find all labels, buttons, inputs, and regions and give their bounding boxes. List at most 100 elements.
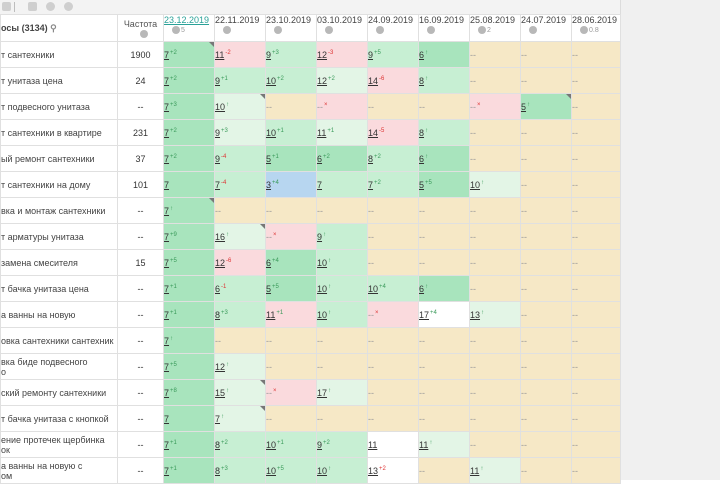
position-value[interactable]: 8 bbox=[215, 309, 221, 320]
position-value[interactable]: 10 bbox=[317, 283, 328, 294]
position-value[interactable]: -- bbox=[215, 205, 222, 216]
position-value[interactable]: -- bbox=[521, 127, 528, 138]
position-value[interactable]: -- bbox=[368, 335, 375, 346]
position-cell[interactable]: 12-3 bbox=[316, 41, 368, 68]
position-cell[interactable]: -- bbox=[520, 171, 572, 198]
date-label[interactable]: 22.11.2019 bbox=[215, 15, 260, 26]
query-cell[interactable]: а ванны на новую bbox=[0, 301, 118, 328]
position-value[interactable]: 11 bbox=[215, 49, 225, 60]
position-value[interactable]: 7 bbox=[164, 49, 170, 60]
position-cell[interactable]: 8+2 bbox=[214, 431, 266, 458]
position-cell[interactable]: -- bbox=[520, 301, 572, 328]
position-value[interactable]: -- bbox=[572, 127, 579, 138]
position-value[interactable]: -- bbox=[266, 387, 273, 398]
grid-icon[interactable] bbox=[28, 2, 37, 11]
position-value[interactable]: -- bbox=[317, 335, 324, 346]
position-value[interactable]: 7 bbox=[164, 387, 170, 398]
position-value[interactable]: -- bbox=[572, 387, 579, 398]
position-cell[interactable]: 6-1 bbox=[214, 275, 266, 302]
position-cell[interactable]: -- bbox=[265, 327, 317, 354]
position-value[interactable]: -- bbox=[572, 439, 579, 450]
query-text[interactable]: вка биде подвесного bbox=[1, 356, 88, 367]
position-cell[interactable]: --× bbox=[316, 93, 368, 120]
position-value[interactable]: 10 bbox=[266, 465, 277, 476]
position-cell[interactable]: -- bbox=[265, 197, 317, 224]
query-text[interactable]: овка сантехники сантехник bbox=[1, 335, 114, 346]
date-label[interactable]: 16.09.2019 bbox=[419, 15, 465, 26]
position-value[interactable]: -- bbox=[266, 101, 273, 112]
position-value[interactable]: -- bbox=[572, 205, 579, 216]
query-cell[interactable]: т унитаза цена bbox=[0, 67, 118, 94]
position-cell[interactable]: 7↑ bbox=[163, 327, 215, 354]
position-value[interactable]: 13 bbox=[368, 465, 379, 476]
position-value[interactable]: 6 bbox=[266, 257, 272, 268]
position-value[interactable]: -- bbox=[419, 413, 426, 424]
position-value[interactable]: 8 bbox=[368, 153, 374, 164]
position-cell[interactable]: -- bbox=[316, 197, 368, 224]
position-value[interactable]: 11 bbox=[317, 127, 327, 138]
position-value[interactable]: -- bbox=[521, 439, 528, 450]
position-value[interactable]: -- bbox=[317, 413, 324, 424]
position-cell[interactable]: -- bbox=[265, 353, 317, 380]
query-cell[interactable]: т подвесного унитаза bbox=[0, 93, 118, 120]
position-value[interactable]: -- bbox=[368, 205, 375, 216]
position-value[interactable]: 12 bbox=[317, 75, 328, 86]
position-value[interactable]: -- bbox=[521, 205, 528, 216]
position-value[interactable]: -- bbox=[470, 283, 477, 294]
date-label[interactable]: 23.10.2019 bbox=[266, 15, 312, 26]
position-value[interactable]: 8 bbox=[419, 75, 425, 86]
position-cell[interactable]: 12+2 bbox=[316, 67, 368, 94]
position-value[interactable]: -- bbox=[572, 101, 579, 112]
position-value[interactable]: -- bbox=[368, 101, 375, 112]
position-cell[interactable]: --× bbox=[469, 93, 521, 120]
position-value[interactable]: -- bbox=[572, 361, 579, 372]
position-value[interactable]: -- bbox=[521, 283, 528, 294]
position-value[interactable]: -- bbox=[317, 101, 324, 112]
position-cell[interactable]: 5↑ bbox=[520, 93, 572, 120]
date-label[interactable]: 25.08.2019 bbox=[470, 15, 516, 26]
position-value[interactable]: -- bbox=[419, 101, 426, 112]
position-value[interactable]: 7 bbox=[164, 413, 170, 424]
position-cell[interactable]: -- bbox=[571, 145, 621, 172]
position-value[interactable]: -- bbox=[521, 75, 528, 86]
position-cell[interactable]: 9+1 bbox=[214, 67, 266, 94]
position-cell[interactable]: -- bbox=[316, 353, 368, 380]
position-cell[interactable]: 6+2 bbox=[316, 145, 368, 172]
position-value[interactable]: -- bbox=[521, 335, 528, 346]
position-cell[interactable]: 15↑ bbox=[214, 379, 266, 406]
query-text[interactable]: ский ремонту сантехники bbox=[1, 387, 107, 398]
position-value[interactable]: -- bbox=[368, 257, 375, 268]
position-value[interactable]: -- bbox=[266, 335, 273, 346]
position-cell[interactable]: 7 bbox=[163, 405, 215, 432]
position-value[interactable]: 10 bbox=[266, 439, 277, 450]
position-value[interactable]: 7 bbox=[215, 413, 221, 424]
query-text[interactable]: а ванны на новую с bbox=[1, 460, 83, 471]
position-cell[interactable]: 10+4 bbox=[367, 275, 419, 302]
position-value[interactable]: -- bbox=[368, 361, 375, 372]
position-cell[interactable]: --× bbox=[367, 301, 419, 328]
position-value[interactable]: 5 bbox=[521, 101, 527, 112]
position-value[interactable]: 9 bbox=[215, 127, 221, 138]
position-cell[interactable]: -- bbox=[469, 405, 521, 432]
position-cell[interactable]: -- bbox=[469, 119, 521, 146]
position-cell[interactable]: -- bbox=[265, 93, 317, 120]
position-value[interactable]: 12 bbox=[215, 361, 226, 372]
position-cell[interactable]: -- bbox=[571, 301, 621, 328]
position-cell[interactable]: -- bbox=[367, 327, 419, 354]
position-cell[interactable]: -- bbox=[418, 405, 470, 432]
date-column-header[interactable]: 24.07.2019 bbox=[520, 14, 572, 42]
position-cell[interactable]: -- bbox=[265, 405, 317, 432]
position-value[interactable]: 10 bbox=[470, 179, 481, 190]
position-value[interactable]: -- bbox=[419, 335, 426, 346]
position-cell[interactable]: 9+5 bbox=[367, 41, 419, 68]
position-value[interactable]: 17 bbox=[317, 387, 328, 398]
position-cell[interactable]: -- bbox=[520, 249, 572, 276]
half-circle-icon[interactable] bbox=[46, 2, 55, 11]
position-cell[interactable]: 7+1 bbox=[163, 275, 215, 302]
position-cell[interactable]: 3+4 bbox=[265, 171, 317, 198]
position-value[interactable]: 10 bbox=[368, 283, 379, 294]
position-value[interactable]: -- bbox=[419, 257, 426, 268]
position-value[interactable]: 10 bbox=[317, 465, 328, 476]
back-icon[interactable] bbox=[2, 2, 11, 11]
position-value[interactable]: 5 bbox=[266, 283, 272, 294]
